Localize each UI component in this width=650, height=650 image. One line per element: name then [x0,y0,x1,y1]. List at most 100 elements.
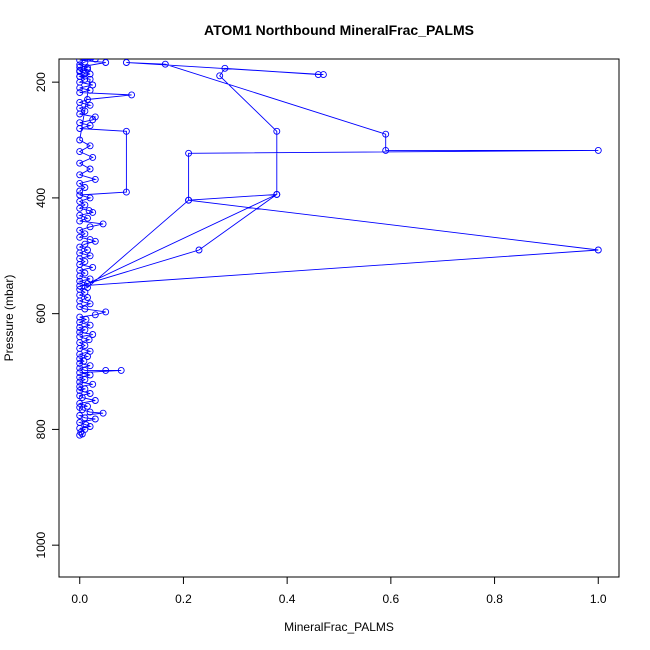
data-point [86,75,94,83]
data-point [117,366,125,374]
data-point [84,294,91,301]
y-axis-label: Pressure (mbar) [2,275,16,362]
data-point [89,380,97,388]
x-axis: 0.0 0.2 0.4 0.6 0.8 1.0 [71,576,607,606]
data-point [81,107,89,115]
data-point [122,127,130,135]
data-point [76,148,84,156]
data-point [102,59,110,66]
data-point [86,101,94,109]
data-point [86,321,94,329]
x-tick-label: 0.4 [279,592,296,606]
data-point [314,71,322,79]
data-point [102,308,110,316]
data-point [76,324,84,331]
data-point [81,70,89,77]
data-point [91,311,99,319]
data-point [76,187,84,195]
data-point [91,175,99,183]
data-point [99,409,107,417]
data-point [76,364,84,372]
data-point [76,72,84,80]
data-point [86,122,94,130]
data-point [382,146,390,154]
x-tick-label: 0.0 [71,592,88,606]
data-point [86,347,94,355]
data-point [86,165,94,173]
data-point [185,149,193,157]
data-point [86,223,94,231]
data-point [84,64,91,72]
data-point [76,359,84,367]
data-point [99,220,107,228]
data-point [161,60,169,68]
data-point [195,246,203,254]
data-point [85,207,93,215]
data-point [81,240,89,248]
data-point [86,252,94,260]
data-point [122,59,130,66]
data-point [76,383,84,391]
data-point [76,233,84,241]
data-point [76,318,84,326]
data-point [76,399,84,407]
data-point [76,412,84,419]
x-tick-label: 0.8 [486,592,503,606]
data-point [86,408,94,416]
data-point [89,263,97,271]
data-point [76,119,84,127]
data-point [128,91,136,99]
data-point [76,211,84,219]
data-point [76,89,84,97]
data-point [221,64,229,72]
series-line [77,59,599,436]
chart-title: ATOM1 Northbound MineralFrac_PALMS [204,22,474,38]
data-point [76,277,84,285]
data-point [76,355,84,363]
data-point [81,342,89,349]
data-point [81,258,89,266]
y-tick-label: 200 [34,72,48,92]
data-point [76,171,84,179]
data-point [84,96,91,103]
data-point [76,226,84,234]
x-tick-label: 1.0 [590,592,607,606]
data-point [84,246,91,254]
data-point [84,284,91,292]
data-point [86,390,94,397]
data-point [76,179,84,187]
data-point [81,201,89,209]
data-point [86,275,94,283]
data-point [86,194,94,202]
data-point [86,86,94,94]
data-point [76,333,84,341]
data-point [76,204,84,212]
data-point [76,419,84,426]
data-point [89,331,97,338]
data-point [382,130,390,138]
data-point [594,146,602,154]
data-point [76,313,84,321]
data-point [273,127,281,135]
data-point [84,214,91,222]
data-point [76,285,84,293]
data-point [76,282,84,290]
data-point [76,373,84,381]
data-point [82,315,90,323]
data-point [76,98,84,106]
y-tick-label: 1000 [34,531,48,558]
data-point [76,136,84,144]
data-point [86,236,94,244]
data-point [86,423,94,430]
data-point [86,362,94,370]
data-point [91,59,99,63]
data-point [85,336,93,344]
data-point [91,397,99,404]
x-tick-label: 0.2 [175,592,192,606]
data-point [76,159,84,167]
x-axis-label: MineralFrac_PALMS [284,620,394,634]
data-point [82,421,90,429]
y-axis: 200 400 600 800 1000 [34,72,60,559]
data-point [76,403,84,411]
data-point [319,71,327,79]
